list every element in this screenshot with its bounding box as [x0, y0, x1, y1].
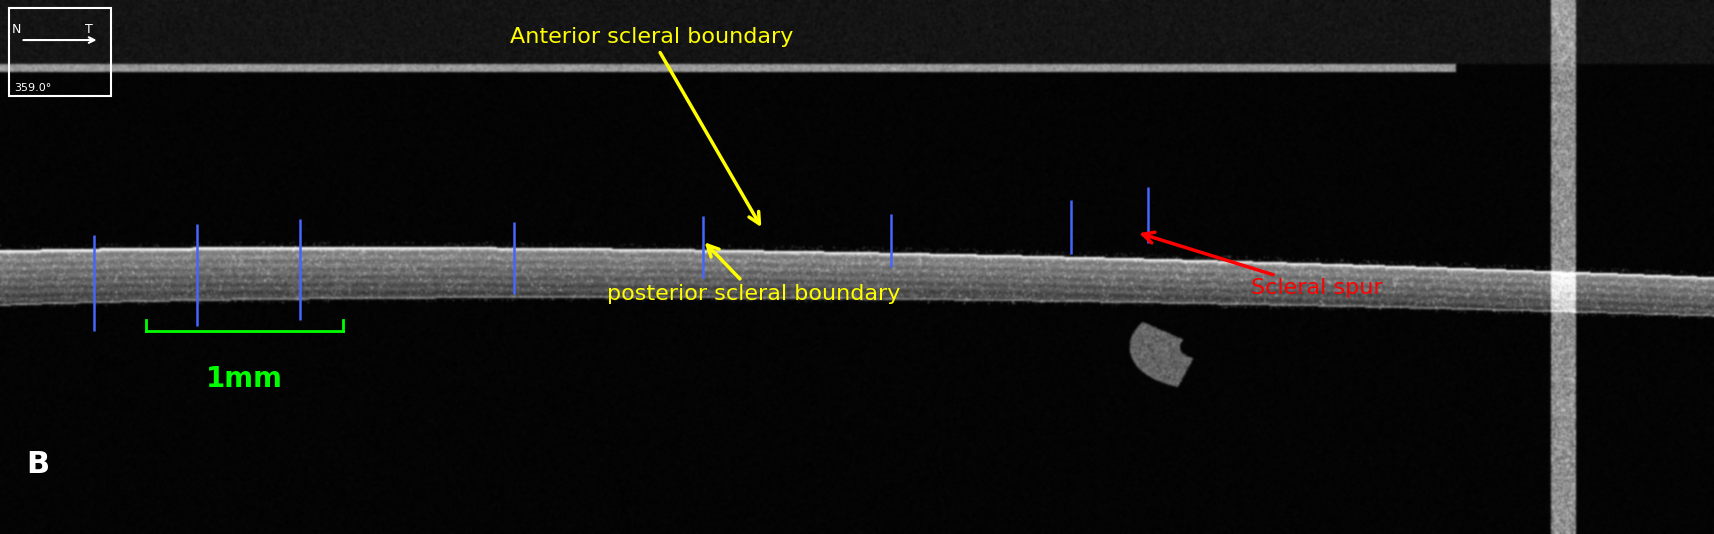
- Text: Anterior scleral boundary: Anterior scleral boundary: [509, 27, 794, 224]
- Text: 1mm: 1mm: [206, 365, 283, 393]
- Text: N: N: [12, 23, 21, 36]
- Text: Scleral spur: Scleral spur: [1143, 232, 1383, 299]
- Text: 359.0°: 359.0°: [14, 83, 51, 93]
- Text: T: T: [84, 23, 93, 36]
- Text: posterior scleral boundary: posterior scleral boundary: [607, 245, 902, 304]
- Text: B: B: [26, 450, 50, 479]
